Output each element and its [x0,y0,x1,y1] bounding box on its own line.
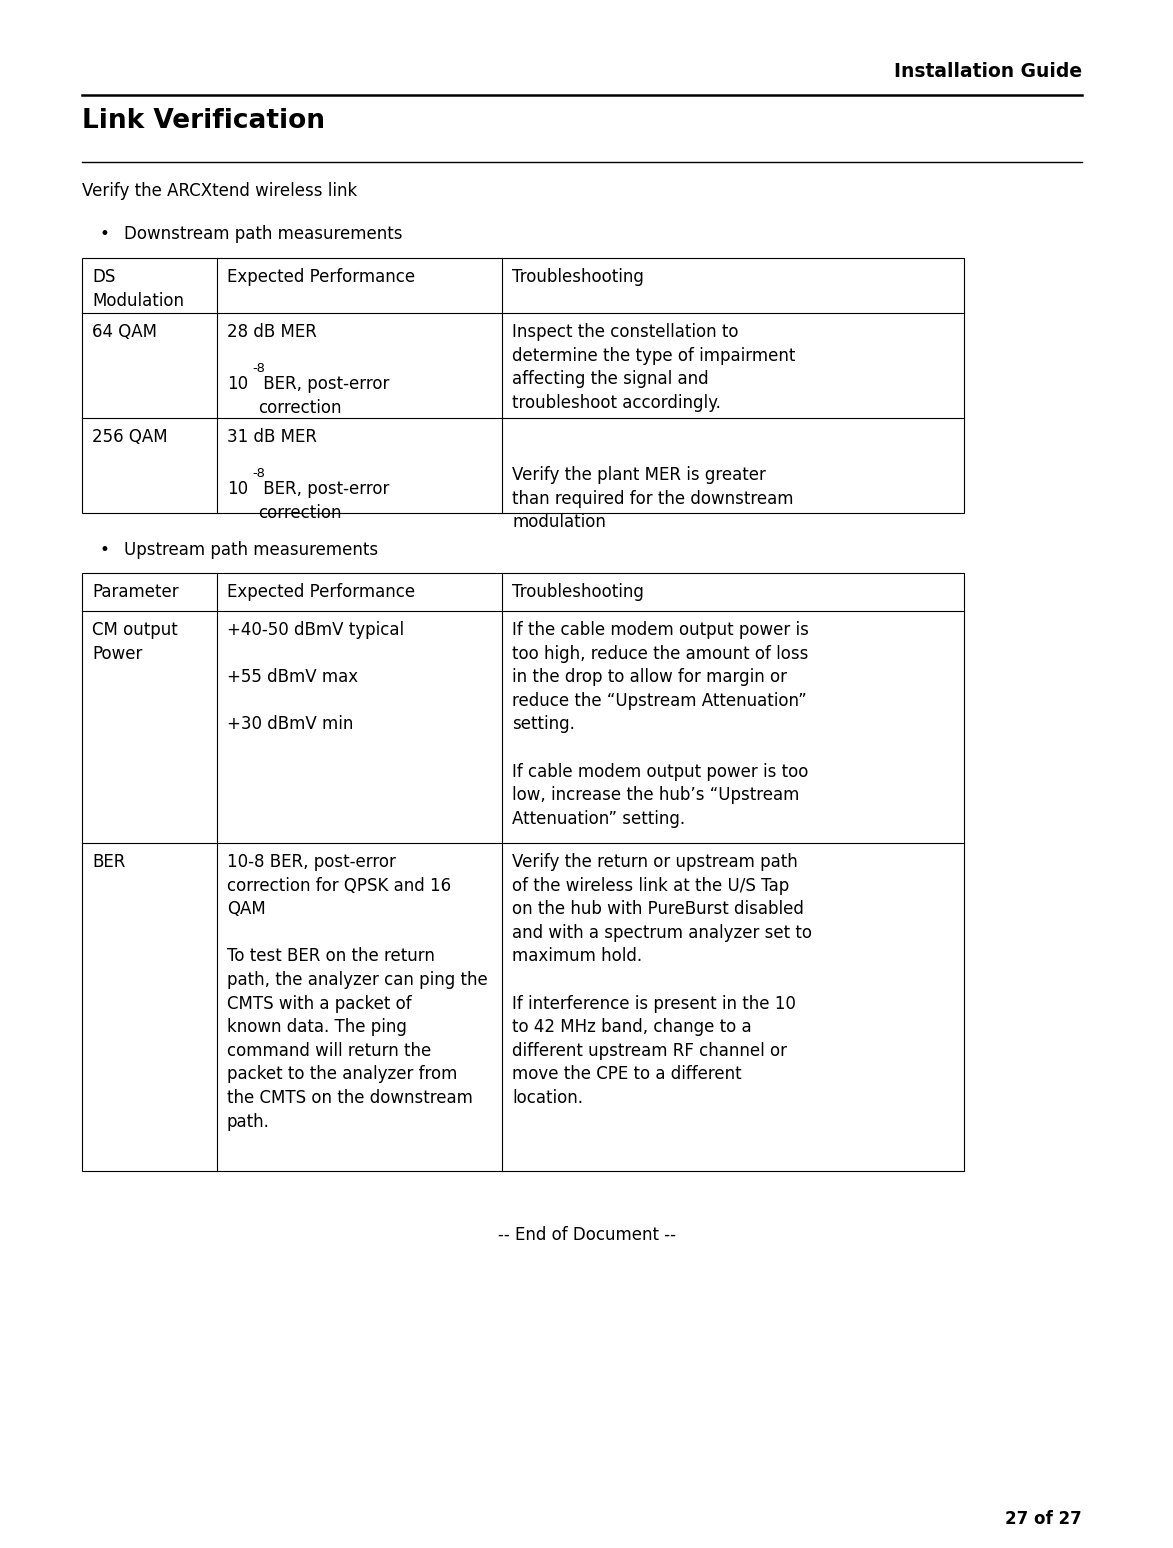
Text: 31 dB MER: 31 dB MER [228,427,317,469]
Text: BER, post-error
correction: BER, post-error correction [258,375,389,416]
Text: -8: -8 [252,362,265,375]
Text: Troubleshooting: Troubleshooting [511,268,644,286]
Bar [82,259,964,512]
Text: Verify the ARCXtend wireless link: Verify the ARCXtend wireless link [82,183,358,200]
Text: Downstream path measurements: Downstream path measurements [124,224,402,243]
Text: -8: -8 [252,467,265,480]
Text: Upstream path measurements: Upstream path measurements [124,540,378,559]
Text: Inspect the constellation to
determine the type of impairment
affecting the sign: Inspect the constellation to determine t… [511,324,795,412]
Text: 28 dB MER: 28 dB MER [228,324,317,365]
Text: •: • [100,540,110,559]
Text: If the cable modem output power is
too high, reduce the amount of loss
in the dr: If the cable modem output power is too h… [511,621,809,828]
Text: 27 of 27: 27 of 27 [1005,1509,1082,1528]
Text: 10: 10 [228,480,249,498]
Text: Expected Performance: Expected Performance [228,584,415,601]
Text: 10: 10 [228,375,249,393]
Text: -- End of Document --: -- End of Document -- [497,1226,676,1245]
Text: CM output
Power: CM output Power [91,621,178,663]
Text: DS
Modulation: DS Modulation [91,268,184,310]
Text: Parameter: Parameter [91,584,178,601]
Text: BER, post-error
correction: BER, post-error correction [258,480,389,522]
Text: 64 QAM: 64 QAM [91,324,157,341]
Text: Verify the return or upstream path
of the wireless link at the U/S Tap
on the hu: Verify the return or upstream path of th… [511,853,812,1107]
Text: +40-50 dBmV typical

+55 dBmV max

+30 dBmV min: +40-50 dBmV typical +55 dBmV max +30 dBm… [228,621,405,734]
Text: Expected Performance: Expected Performance [228,268,415,286]
Text: Installation Guide: Installation Guide [894,62,1082,80]
Bar [82,573,964,1170]
Text: 10-8 BER, post-error
correction for QPSK and 16
QAM

To test BER on the return
p: 10-8 BER, post-error correction for QPSK… [228,853,488,1130]
Text: Verify the plant MER is greater
than required for the downstream
modulation: Verify the plant MER is greater than req… [511,466,793,531]
Text: BER: BER [91,853,126,872]
Text: 256 QAM: 256 QAM [91,427,168,446]
Text: •: • [100,224,110,243]
Text: Troubleshooting: Troubleshooting [511,584,644,601]
Text: Link Verification: Link Verification [82,108,325,135]
